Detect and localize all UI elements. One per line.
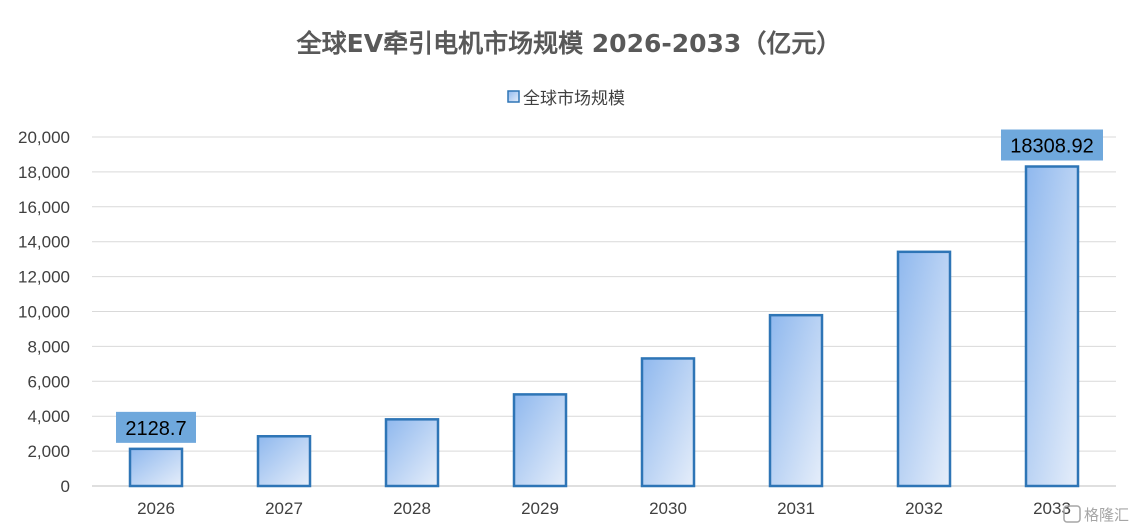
bar-2029: [512, 393, 568, 488]
bar-2031: [768, 313, 824, 488]
bar-2033: [1024, 165, 1080, 488]
x-tick-label: 2026: [137, 499, 175, 518]
bars: [128, 165, 1080, 488]
bar-2027: [256, 435, 312, 488]
data-labels: 2128.7 18308.92: [116, 129, 1103, 443]
legend: 全球市场规模: [507, 89, 625, 109]
x-tick-label: 2029: [521, 499, 559, 518]
legend-label: 全球市场规模: [523, 89, 625, 109]
data-label: 18308.92: [1010, 136, 1093, 158]
y-tick-label: 8,000: [27, 337, 70, 356]
y-tick-label: 18,000: [18, 163, 70, 182]
y-tick-label: 6,000: [27, 372, 70, 391]
y-tick-label: 10,000: [18, 303, 70, 322]
gelonghui-logo-icon: [1063, 505, 1081, 523]
legend-swatch: [507, 90, 520, 103]
gridlines: [92, 136, 1116, 487]
x-tick-label: 2033: [1033, 499, 1071, 518]
y-tick-label: 12,000: [18, 268, 70, 287]
y-tick-label: 16,000: [18, 198, 70, 217]
data-label-box: [116, 411, 196, 443]
y-tick-label: 0: [61, 477, 70, 496]
x-tick-label: 2030: [649, 499, 687, 518]
data-label-box: [1001, 129, 1103, 161]
bar-2028: [384, 418, 440, 488]
y-axis-ticks: 0 2,000 4,000 6,000 8,000 10,000 12,000 14,000 1…: [18, 128, 70, 496]
y-tick-label: 4,000: [27, 407, 70, 426]
watermark-text: 格隆汇: [1084, 506, 1129, 524]
bar-2030: [640, 357, 696, 488]
x-tick-label: 2027: [265, 499, 303, 518]
x-tick-label: 2031: [777, 499, 815, 518]
y-tick-label: 2,000: [27, 442, 70, 461]
data-label: 2128.7: [125, 418, 186, 440]
y-tick-label: 14,000: [18, 233, 70, 252]
bar-2026: [128, 447, 184, 488]
y-tick-label: 20,000: [18, 128, 70, 147]
watermark: 格隆汇: [1063, 505, 1129, 524]
x-tick-label: 2032: [905, 499, 943, 518]
x-tick-label: 2028: [393, 499, 431, 518]
bar-2032: [896, 250, 952, 488]
chart-title: 全球EV牵引电机市场规模 2026-2033（亿元）: [296, 29, 842, 58]
x-axis-ticks: 2026 2027 2028 2029 2030 2031 2032 2033: [137, 499, 1071, 518]
